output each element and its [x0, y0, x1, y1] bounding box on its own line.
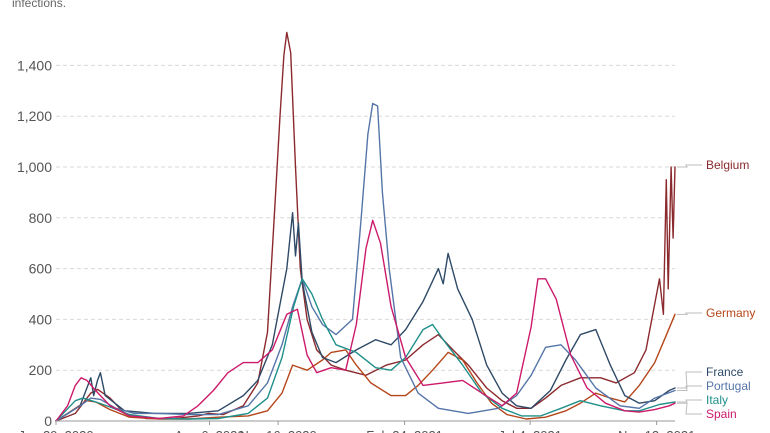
chart-subtitle: infections.: [12, 0, 67, 10]
x-tick-label: Feb 24, 2021: [366, 428, 443, 433]
series-line-portugal: [55, 102, 676, 422]
series-line-belgium: [55, 31, 676, 422]
y-tick-label: 0: [44, 413, 52, 429]
grid-layer: [56, 64, 675, 371]
legend-label-portugal: Portugal: [706, 379, 751, 393]
y-tick-label: 1,000: [17, 159, 52, 175]
legend-label-spain: Spain: [706, 407, 737, 421]
series-line-france: [55, 211, 676, 422]
legend-label-germany: Germany: [706, 306, 755, 320]
series-layer: [55, 31, 676, 422]
legend-leader-belgium: [677, 164, 702, 168]
legend-leader-germany: [677, 312, 702, 315]
series-line-italy: [55, 278, 676, 422]
legend-leader-portugal: [677, 385, 702, 392]
y-tick-label: 600: [29, 261, 53, 277]
x-tick-label: Aug 6, 2020: [174, 428, 244, 433]
y-tick-label: 1,400: [17, 57, 52, 73]
legend-label-france: France: [706, 365, 744, 379]
legend-leader-italy: [677, 399, 702, 403]
x-tick-label: Jul 4, 2021: [498, 428, 562, 433]
y-tick-label: 800: [29, 210, 53, 226]
series-line-spain: [55, 219, 676, 422]
legend-label-belgium: Belgium: [706, 158, 749, 172]
x-tick-label: Jan 29, 2020: [18, 428, 93, 433]
legend-leader-france: [677, 371, 702, 389]
legend-leader-spain: [677, 402, 702, 415]
x-tick-label: Nov 16, 2020: [239, 428, 316, 433]
legend-label-italy: Italy: [706, 393, 728, 407]
x-tick-label: Nov 12, 2021: [618, 428, 695, 433]
y-tick-label: 400: [29, 311, 53, 327]
y-tick-label: 200: [29, 362, 53, 378]
axis-layer: 0 200 400 600 800 1,000 1,200 1,400 Jan 29, 2020…: [17, 57, 695, 433]
series-line-germany: [55, 313, 676, 422]
y-tick-label: 1,200: [17, 108, 52, 124]
